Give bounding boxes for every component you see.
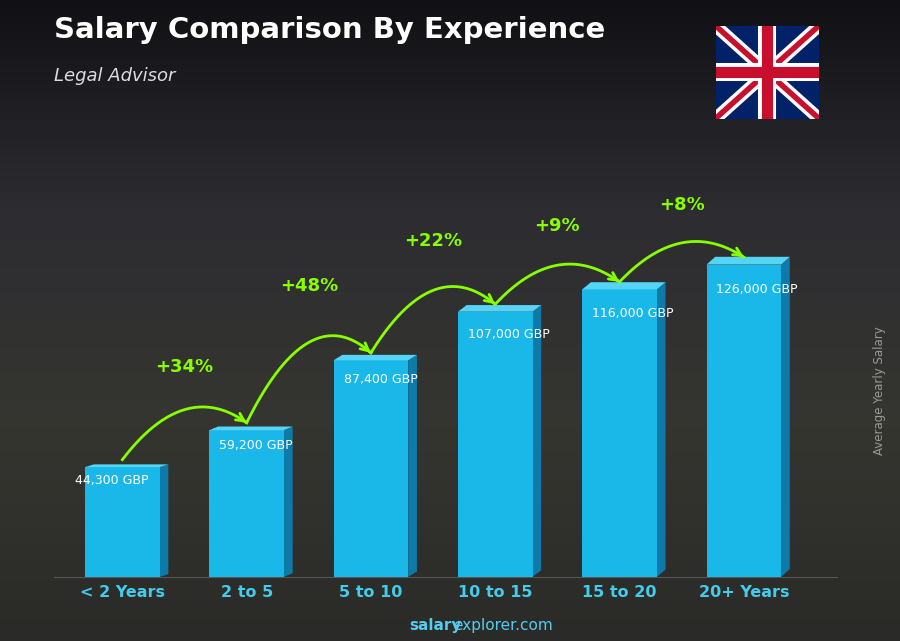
Text: 59,200 GBP: 59,200 GBP xyxy=(220,439,292,452)
Polygon shape xyxy=(458,305,541,312)
Text: Salary Comparison By Experience: Salary Comparison By Experience xyxy=(54,16,605,44)
Text: Average Yearly Salary: Average Yearly Salary xyxy=(874,327,886,455)
Bar xyxy=(86,467,159,577)
Text: +22%: +22% xyxy=(404,232,462,251)
Polygon shape xyxy=(582,282,665,289)
Polygon shape xyxy=(86,464,168,467)
Text: 107,000 GBP: 107,000 GBP xyxy=(468,328,550,340)
Polygon shape xyxy=(159,464,168,577)
Polygon shape xyxy=(533,305,541,577)
Text: explorer.com: explorer.com xyxy=(453,619,553,633)
Text: +8%: +8% xyxy=(659,196,705,214)
Polygon shape xyxy=(706,257,790,265)
Text: +34%: +34% xyxy=(156,358,213,376)
Text: 116,000 GBP: 116,000 GBP xyxy=(592,306,674,320)
Bar xyxy=(210,430,284,577)
Polygon shape xyxy=(334,355,417,360)
Polygon shape xyxy=(210,426,292,430)
Text: 126,000 GBP: 126,000 GBP xyxy=(716,283,798,296)
Text: 87,400 GBP: 87,400 GBP xyxy=(344,373,418,387)
Polygon shape xyxy=(284,426,292,577)
Text: Legal Advisor: Legal Advisor xyxy=(54,67,176,85)
Text: +48%: +48% xyxy=(280,277,338,296)
Polygon shape xyxy=(409,355,417,577)
Bar xyxy=(706,265,781,577)
Polygon shape xyxy=(781,257,790,577)
Bar xyxy=(334,360,409,577)
Text: +9%: +9% xyxy=(535,217,581,235)
Bar xyxy=(582,289,657,577)
Polygon shape xyxy=(657,282,665,577)
Bar xyxy=(458,312,533,577)
Text: salary: salary xyxy=(410,619,462,633)
Text: 44,300 GBP: 44,300 GBP xyxy=(75,474,148,487)
